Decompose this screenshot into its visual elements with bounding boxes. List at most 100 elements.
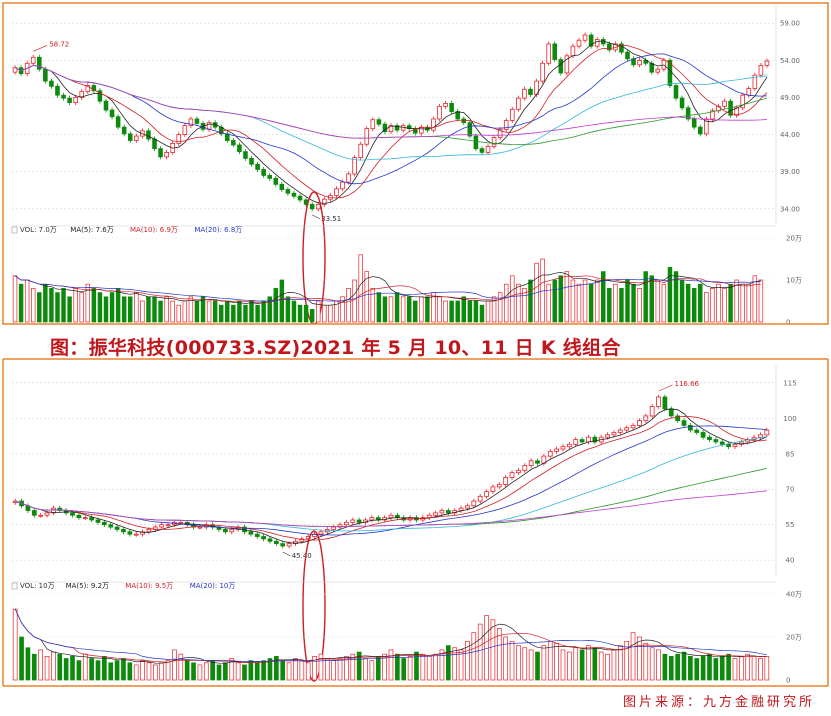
volume-bar (691, 288, 697, 323)
volume-bar (681, 651, 687, 681)
volume-bar (579, 649, 585, 681)
volume-bar (490, 619, 496, 681)
volume-bar (388, 649, 394, 681)
volume-bar (375, 655, 381, 681)
ma-line (15, 408, 767, 544)
volume-bar (121, 296, 127, 323)
candle-body (261, 536, 266, 540)
volume-bar (30, 288, 36, 323)
volume-bar (613, 283, 618, 323)
candle-body (231, 140, 236, 146)
volume-legend-label: MA(5): 9.2万 (66, 582, 109, 590)
candle-body (261, 169, 266, 176)
candle-body (254, 533, 260, 537)
candle-body (309, 203, 315, 210)
volume-bar (414, 651, 419, 681)
candle-body (586, 436, 591, 443)
volume-bar (407, 655, 413, 681)
candle-body (291, 192, 297, 197)
volume-bar (318, 653, 324, 681)
volume-bar (455, 300, 460, 323)
volume-bar (704, 292, 709, 323)
candle-body (91, 85, 97, 92)
volume-bar (382, 653, 387, 681)
volume-bar (406, 296, 412, 323)
legend-box (11, 582, 18, 590)
volume-bar (37, 292, 42, 323)
volume-legend-label: MA(20): 10万 (190, 582, 236, 590)
vol-tick-label: 0 (786, 677, 790, 685)
volume-bar (24, 279, 30, 323)
candle-body (178, 521, 184, 524)
volume-bar (461, 296, 466, 323)
volume-bar (535, 651, 540, 681)
candle-body (286, 543, 292, 547)
volume-bar (358, 254, 363, 323)
candle-body (617, 429, 623, 433)
volume-bar (152, 296, 157, 323)
volume-bar (352, 279, 357, 323)
volume-bar (303, 304, 309, 323)
volume-bar (619, 288, 624, 323)
candle-body (516, 97, 521, 110)
ma-line (14, 40, 768, 204)
ma-line (14, 65, 768, 161)
volume-bar (601, 271, 606, 323)
ma-line (15, 490, 767, 527)
volume-bar (133, 664, 139, 681)
volume-bar (61, 288, 66, 323)
volume-bar (700, 655, 706, 681)
volume-bar (425, 296, 430, 323)
volume-bar (191, 662, 196, 681)
volume-bar (497, 292, 503, 323)
high-price-label: 58.72 (49, 40, 69, 48)
volume-bar (19, 636, 24, 681)
volume-bar (726, 653, 731, 681)
volume-bar (564, 271, 570, 323)
volume-bar (656, 649, 661, 681)
candle-body (79, 91, 85, 98)
volume-bar (248, 660, 254, 681)
volume-bar (728, 283, 733, 323)
volume-legend-label: MA(20): 6.8万 (194, 226, 242, 234)
volume-bar (541, 645, 547, 681)
candle-body (758, 65, 764, 76)
candle-body (315, 203, 321, 210)
candle-body (255, 163, 260, 170)
candle-body (479, 148, 485, 153)
candle-body (376, 119, 382, 125)
volume-bar (698, 283, 703, 323)
candle-body (273, 540, 279, 545)
candle-body (552, 43, 558, 60)
candle-body (619, 43, 624, 53)
volume-bar (426, 655, 432, 681)
candle-body (673, 85, 679, 99)
volume-bar (764, 655, 770, 681)
candle-body (560, 446, 566, 450)
candle-body (719, 441, 725, 445)
candle-body (611, 432, 617, 436)
volume-bar (605, 653, 610, 681)
candle-body (607, 43, 612, 51)
candle-body (704, 118, 709, 135)
volume-bar (643, 643, 649, 681)
volume-bar (127, 662, 133, 681)
volume-bar (255, 304, 260, 323)
volume-bar (324, 658, 330, 681)
ma-line (14, 65, 768, 139)
candle-body (76, 514, 82, 519)
legend-box (11, 226, 18, 234)
volume-bar (170, 300, 175, 323)
candle-body (649, 406, 655, 417)
volume-bar (274, 655, 279, 681)
volume-bar (668, 655, 674, 681)
candle-body (121, 529, 126, 533)
volume-bar (328, 304, 333, 323)
candle-body (439, 510, 445, 514)
candle-body (491, 137, 497, 147)
volume-bar (751, 655, 757, 681)
volume-bar (242, 664, 247, 681)
volume-bar (178, 653, 184, 681)
candle-body (546, 43, 551, 64)
candle-body (280, 543, 286, 547)
